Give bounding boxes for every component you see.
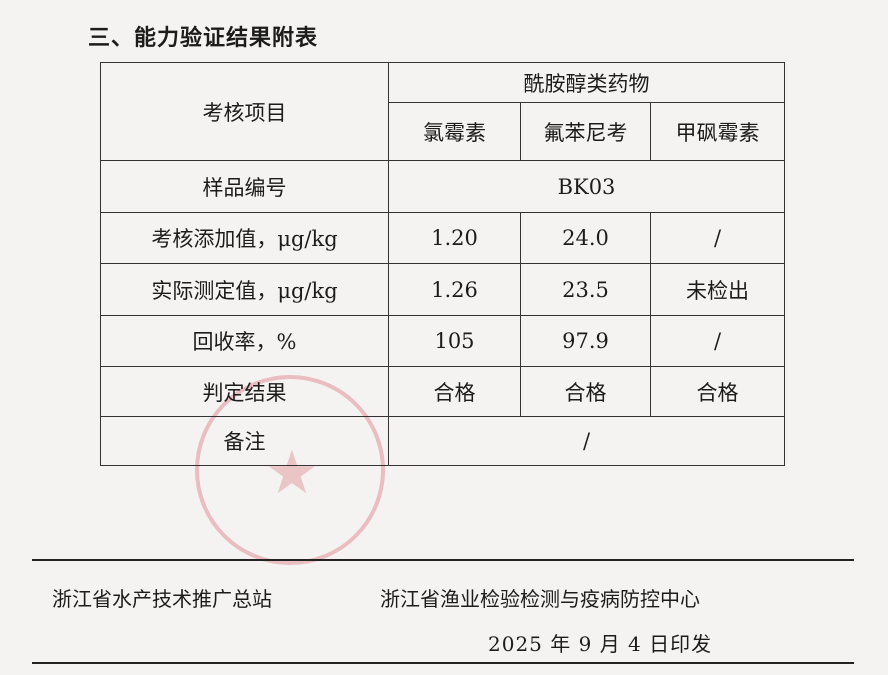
drug-header: 氯霉素	[388, 102, 521, 161]
row-label: 考核添加值，μg/kg	[100, 212, 389, 264]
group-header: 酰胺醇类药物	[387, 62, 786, 103]
row-label: 备注	[100, 416, 389, 466]
table-row: 实际测定值，μg/kg 1.26 23.5 未检出	[100, 263, 786, 316]
footer-top-rule	[32, 559, 854, 561]
footer-bottom-rule	[32, 662, 854, 664]
table-row: 备注 /	[100, 416, 786, 466]
remark-value: /	[387, 416, 786, 466]
row-label: 样品编号	[100, 160, 389, 213]
table-row: 回收率，% 105 97.9 /	[100, 315, 786, 367]
item-header: 考核项目	[100, 62, 389, 161]
cell: 未检出	[649, 263, 786, 316]
drug-header: 氟苯尼考	[520, 102, 651, 161]
row-label: 实际测定值，μg/kg	[100, 263, 389, 316]
cell: 97.9	[520, 315, 651, 367]
cell: 合格	[520, 366, 651, 417]
cell: 105	[388, 315, 521, 367]
cell: 23.5	[520, 263, 651, 316]
row-label: 判定结果	[100, 366, 389, 417]
table-header-row: 考核项目 酰胺醇类药物	[100, 62, 786, 161]
sample-id: BK03	[387, 160, 786, 213]
issue-date: 2025 年 9 月 4 日印发	[488, 632, 713, 656]
cell: 24.0	[520, 212, 651, 264]
issuer-1: 浙江省水产技术推广总站	[52, 587, 272, 611]
issuer-2: 浙江省渔业检验检测与疫病防控中心	[380, 587, 700, 611]
results-table: 考核项目 酰胺醇类药物 氯霉素 氟苯尼考 甲砜霉素 样品编号 BK03 考核添加…	[100, 62, 786, 466]
cell: /	[649, 315, 786, 367]
drug-header: 甲砜霉素	[649, 102, 786, 161]
cell: 合格	[388, 366, 521, 417]
table-row: 样品编号 BK03	[100, 160, 786, 213]
cell: 1.26	[388, 263, 521, 316]
section-heading: 三、能力验证结果附表	[88, 26, 319, 51]
table-row: 考核添加值，μg/kg 1.20 24.0 /	[100, 212, 786, 264]
cell: 1.20	[388, 212, 521, 264]
cell: 合格	[649, 366, 786, 417]
table-row: 判定结果 合格 合格 合格	[100, 366, 786, 417]
row-label: 回收率，%	[100, 315, 389, 367]
cell: /	[649, 212, 786, 264]
